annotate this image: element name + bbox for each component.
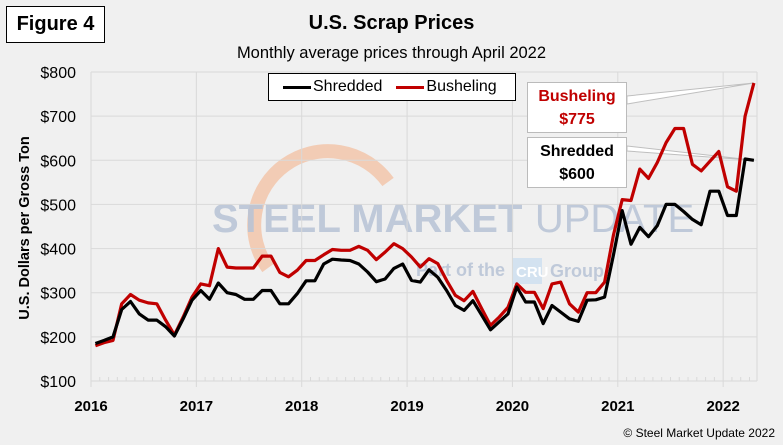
watermark-group: Group (550, 261, 604, 281)
x-tick-label: 2021 (601, 398, 634, 415)
callout-busheling: Busheling $775 (527, 82, 627, 133)
chart-subtitle: Monthly average prices through April 202… (236, 44, 547, 62)
figure-label: Figure 4 (6, 6, 105, 43)
callout-shredded: Shredded $600 (527, 137, 627, 188)
y-tick-label: $200 (40, 330, 76, 347)
legend: Shredded Busheling (268, 73, 516, 101)
watermark-cru-text: CRU (516, 264, 549, 281)
x-tick-label: 2022 (706, 398, 739, 415)
x-tick-label: 2018 (285, 398, 318, 415)
x-axis-ticks: 2016 2017 2018 2019 2020 2021 2022 (74, 398, 740, 415)
legend-item-shredded: Shredded (283, 78, 382, 96)
x-tick-label: 2020 (496, 398, 529, 415)
legend-label-busheling: Busheling (426, 78, 497, 95)
series-lines (94, 82, 756, 348)
series-line-shredded (94, 157, 755, 346)
y-tick-label: $700 (40, 109, 76, 126)
legend-swatch-busheling (396, 85, 425, 89)
x-tick-label: 2019 (390, 398, 423, 415)
y-axis-ticks: $100 $200 $300 $400 $500 $600 $700 $800 (40, 65, 76, 391)
grid (90, 71, 758, 387)
y-tick-label: $800 (40, 65, 76, 82)
legend-item-busheling: Busheling (396, 78, 497, 96)
y-tick-label: $300 (40, 286, 76, 303)
y-axis-label: U.S. Dollars per Gross Ton (17, 136, 33, 320)
legend-label-shredded: Shredded (313, 78, 383, 95)
chart-title: U.S. Scrap Prices (308, 12, 475, 34)
callout-busheling-leader (626, 82, 754, 105)
y-tick-label: $400 (40, 242, 76, 259)
y-tick-label: $600 (40, 153, 76, 170)
legend-swatch-shredded (283, 85, 311, 89)
y-tick-label: $500 (40, 197, 76, 214)
copyright: © Steel Market Update 2022 (623, 426, 775, 440)
callout-shredded-name: Shredded (540, 143, 614, 160)
callout-leaders (626, 82, 754, 161)
y-tick-label: $100 (40, 374, 76, 391)
series-line-busheling (94, 82, 756, 348)
watermark-cru-logo (512, 258, 542, 284)
callout-busheling-name: Busheling (538, 88, 616, 105)
x-tick-label: 2016 (74, 398, 107, 415)
callout-shredded-value: $600 (559, 166, 595, 183)
x-tick-label: 2017 (180, 398, 213, 415)
callout-busheling-value: $775 (559, 111, 595, 128)
